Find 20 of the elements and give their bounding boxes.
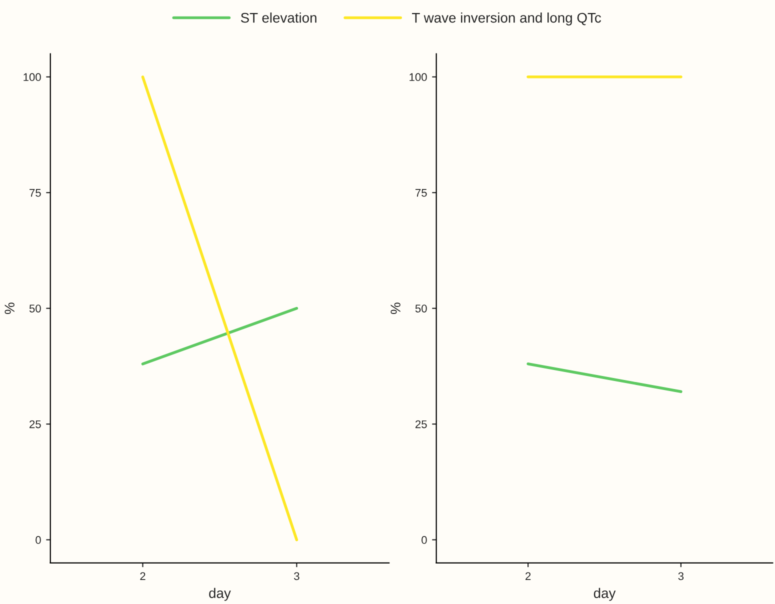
x-axis-title: day bbox=[594, 588, 616, 601]
x-tick-label: 3 bbox=[678, 572, 684, 580]
x-tick-label: 3 bbox=[294, 572, 300, 580]
x-tick-label: 2 bbox=[140, 572, 146, 580]
x-axis-title: day bbox=[209, 588, 231, 601]
y-tick-label: 25 bbox=[416, 420, 427, 428]
y-axis-title: % bbox=[390, 302, 400, 314]
y-tick-label: 25 bbox=[30, 420, 41, 428]
y-axis-title: % bbox=[4, 302, 14, 314]
x-tick-label: 2 bbox=[526, 572, 531, 580]
y-tick-label: 50 bbox=[29, 304, 41, 312]
legend-label: T wave inversion and long QTc bbox=[412, 12, 601, 26]
y-tick-label: 100 bbox=[24, 73, 41, 82]
y-tick-label: 75 bbox=[30, 189, 41, 197]
y-tick-label: 50 bbox=[415, 304, 427, 312]
y-tick-label: 0 bbox=[422, 536, 427, 544]
legend-label: ST elevation bbox=[240, 12, 316, 23]
y-tick-label: 75 bbox=[416, 189, 427, 197]
y-tick-label: 0 bbox=[36, 536, 41, 544]
y-tick-label: 100 bbox=[410, 73, 427, 82]
